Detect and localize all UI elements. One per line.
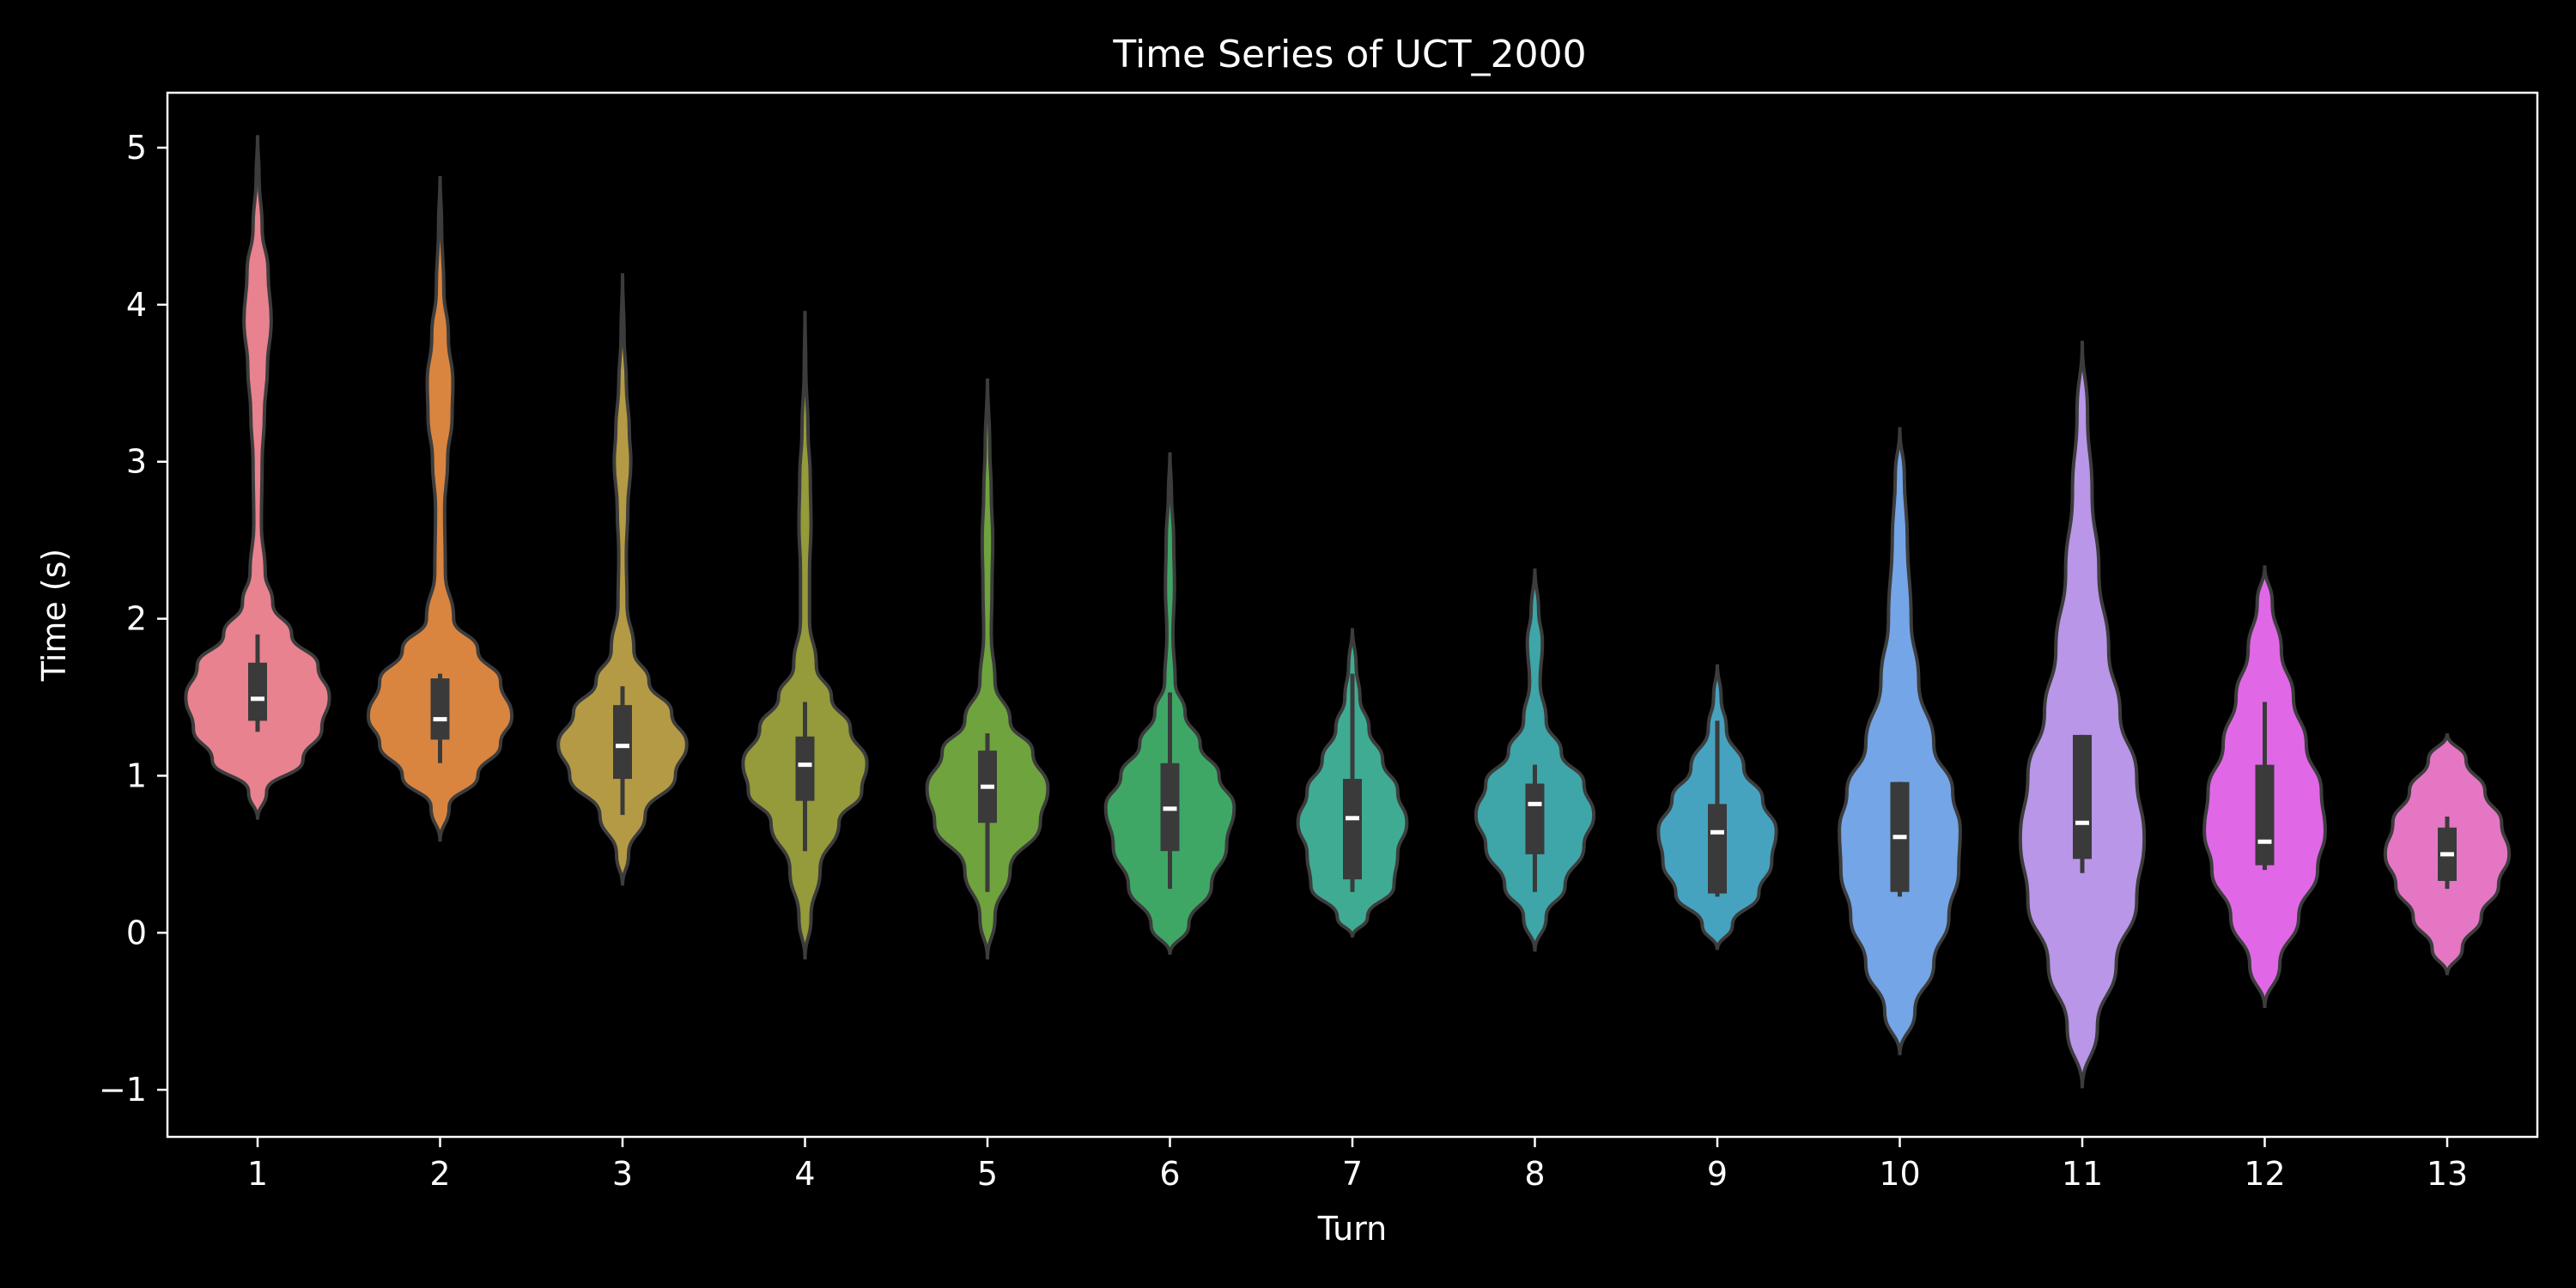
- x-tick-label: 2: [429, 1155, 450, 1193]
- y-tick-label: 2: [126, 600, 147, 638]
- violin-group: [1656, 664, 1778, 951]
- x-tick-label: 8: [1524, 1155, 1545, 1193]
- x-tick-label: 12: [2244, 1155, 2285, 1193]
- violin-group: [741, 311, 869, 960]
- violin-iqr-box: [1343, 779, 1362, 880]
- violin-iqr-box: [430, 678, 450, 740]
- x-tick-label: 11: [2062, 1155, 2103, 1193]
- violin-group: [1103, 452, 1236, 956]
- x-tick-label: 4: [794, 1155, 815, 1193]
- violin-iqr-box: [248, 662, 267, 721]
- y-tick-label: −1: [99, 1071, 147, 1109]
- violin-iqr-box: [2073, 734, 2092, 860]
- y-tick-label: 5: [126, 129, 147, 167]
- violin-iqr-box: [1525, 783, 1545, 854]
- x-tick-label: 13: [2427, 1155, 2468, 1193]
- x-axis-label: Turn: [1317, 1210, 1388, 1248]
- y-tick-label: 1: [126, 756, 147, 794]
- violin-group: [184, 135, 331, 820]
- y-tick-label: 3: [126, 443, 147, 481]
- y-tick-label: 4: [126, 286, 147, 324]
- x-tick-label: 6: [1159, 1155, 1180, 1193]
- violin-group: [1296, 628, 1409, 939]
- x-tick-label: 3: [612, 1155, 633, 1193]
- x-tick-label: 9: [1707, 1155, 1728, 1193]
- violin-body: [1838, 427, 1962, 1055]
- x-tick-label: 10: [1879, 1155, 1920, 1193]
- violin-group: [2202, 565, 2327, 1009]
- violin-iqr-box: [2255, 764, 2275, 866]
- violin-body: [556, 273, 689, 886]
- x-axis: 1 2 3 4 5 6 7 8 9 10 11 12 13: [247, 1137, 2468, 1193]
- x-tick-label: 7: [1342, 1155, 1363, 1193]
- y-tick-label: 0: [126, 914, 147, 951]
- x-tick-label: 1: [247, 1155, 268, 1193]
- violin-group: [925, 378, 1050, 960]
- violin-body: [925, 378, 1050, 960]
- violin-iqr-box: [613, 705, 632, 780]
- chart-title: Time Series of UCT_2000: [1112, 33, 1586, 76]
- y-axis: −1 0 1 2 3 4 5: [99, 129, 167, 1109]
- y-axis-label: Time (s): [35, 549, 73, 683]
- violin-group: [1838, 427, 1962, 1055]
- plot-area: [184, 135, 2512, 1089]
- violin-iqr-box: [1708, 804, 1727, 894]
- x-tick-label: 5: [977, 1155, 998, 1193]
- violin-iqr-box: [795, 736, 815, 801]
- violin-group: [556, 273, 689, 886]
